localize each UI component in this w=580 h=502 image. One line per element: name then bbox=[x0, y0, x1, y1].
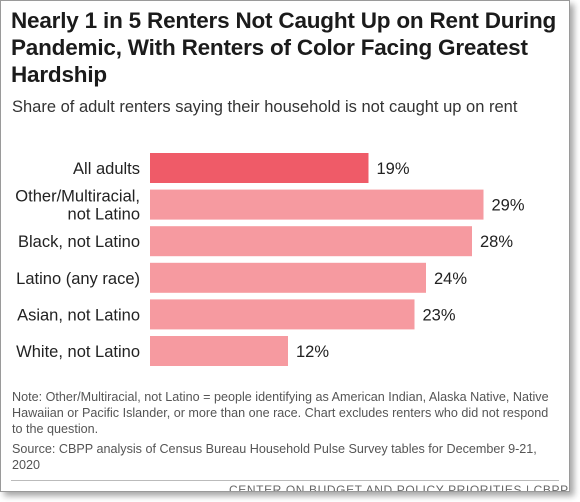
chart-subtitle: Share of adult renters saying their hous… bbox=[12, 98, 518, 116]
value-label: 23% bbox=[423, 306, 456, 324]
bar bbox=[150, 153, 369, 183]
value-label: 19% bbox=[377, 160, 410, 178]
category-label: Black, not Latino bbox=[18, 233, 140, 251]
footer-credit: CENTER ON BUDGET AND POLICY PRIORITIES |… bbox=[229, 483, 569, 492]
chart-note: Note: Other/Multiracial, not Latino = pe… bbox=[12, 390, 549, 436]
category-label: Asian, not Latino bbox=[17, 306, 140, 324]
chart-card: Nearly 1 in 5 Renters Not Caught Up on R… bbox=[0, 0, 570, 492]
category-label: Other/Multiracial, not Latino bbox=[15, 188, 140, 224]
chart-source: Source: CBPP analysis of Census Bureau H… bbox=[12, 442, 537, 472]
category-label: White, not Latino bbox=[16, 343, 140, 361]
bar-chart: All adults 19% Other/Multiracial, not Latin… bbox=[15, 153, 525, 366]
footer-divider bbox=[11, 480, 559, 481]
bar bbox=[150, 336, 288, 366]
bar bbox=[150, 262, 426, 293]
category-label: Latino (any race) bbox=[16, 270, 140, 288]
footer: CENTER ON BUDGET AND POLICY PRIORITIES |… bbox=[1, 478, 569, 492]
category-label: All adults bbox=[73, 160, 140, 178]
value-label: 24% bbox=[434, 270, 467, 288]
value-label: 29% bbox=[492, 197, 525, 215]
bar bbox=[150, 299, 415, 330]
value-label: 28% bbox=[480, 233, 513, 251]
bar bbox=[150, 226, 472, 257]
bar bbox=[150, 189, 484, 220]
value-label: 12% bbox=[296, 343, 329, 361]
chart-title: Nearly 1 in 5 Renters Not Caught Up on R… bbox=[11, 8, 557, 87]
